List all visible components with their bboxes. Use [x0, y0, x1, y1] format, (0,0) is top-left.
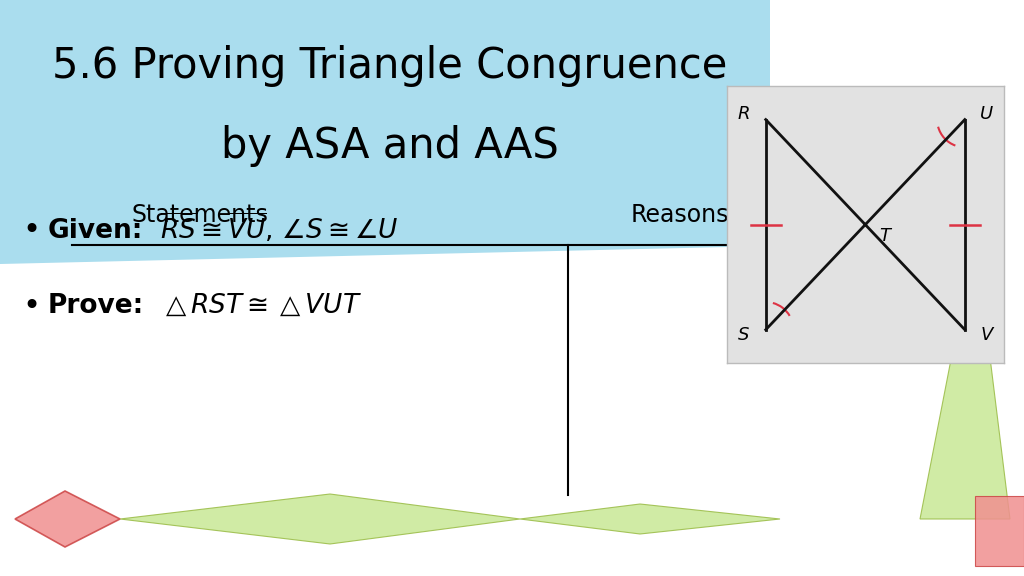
- Polygon shape: [120, 494, 520, 544]
- Text: Statements: Statements: [131, 203, 268, 227]
- Text: V: V: [981, 326, 993, 344]
- Text: •: •: [22, 217, 40, 245]
- Text: R: R: [737, 105, 750, 123]
- Text: by ASA and AAS: by ASA and AAS: [221, 125, 559, 167]
- Polygon shape: [920, 236, 1010, 519]
- Text: S: S: [738, 326, 750, 344]
- Text: $\triangle RST \cong \triangle VUT$: $\triangle RST \cong \triangle VUT$: [160, 293, 361, 319]
- Text: Given:: Given:: [48, 218, 143, 244]
- Polygon shape: [0, 0, 770, 264]
- Text: $\overline{RS} \cong \overline{VU}$, $\angle S \cong \angle U$: $\overline{RS} \cong \overline{VU}$, $\a…: [160, 211, 398, 245]
- Text: T: T: [880, 227, 890, 245]
- Polygon shape: [15, 491, 120, 547]
- Text: •: •: [22, 291, 40, 320]
- Bar: [975, 496, 1024, 566]
- Text: Prove:: Prove:: [48, 293, 144, 319]
- Text: Reasons: Reasons: [631, 203, 729, 227]
- Text: 5.6 Proving Triangle Congruence: 5.6 Proving Triangle Congruence: [52, 45, 728, 87]
- Polygon shape: [520, 504, 780, 534]
- Text: U: U: [980, 105, 993, 123]
